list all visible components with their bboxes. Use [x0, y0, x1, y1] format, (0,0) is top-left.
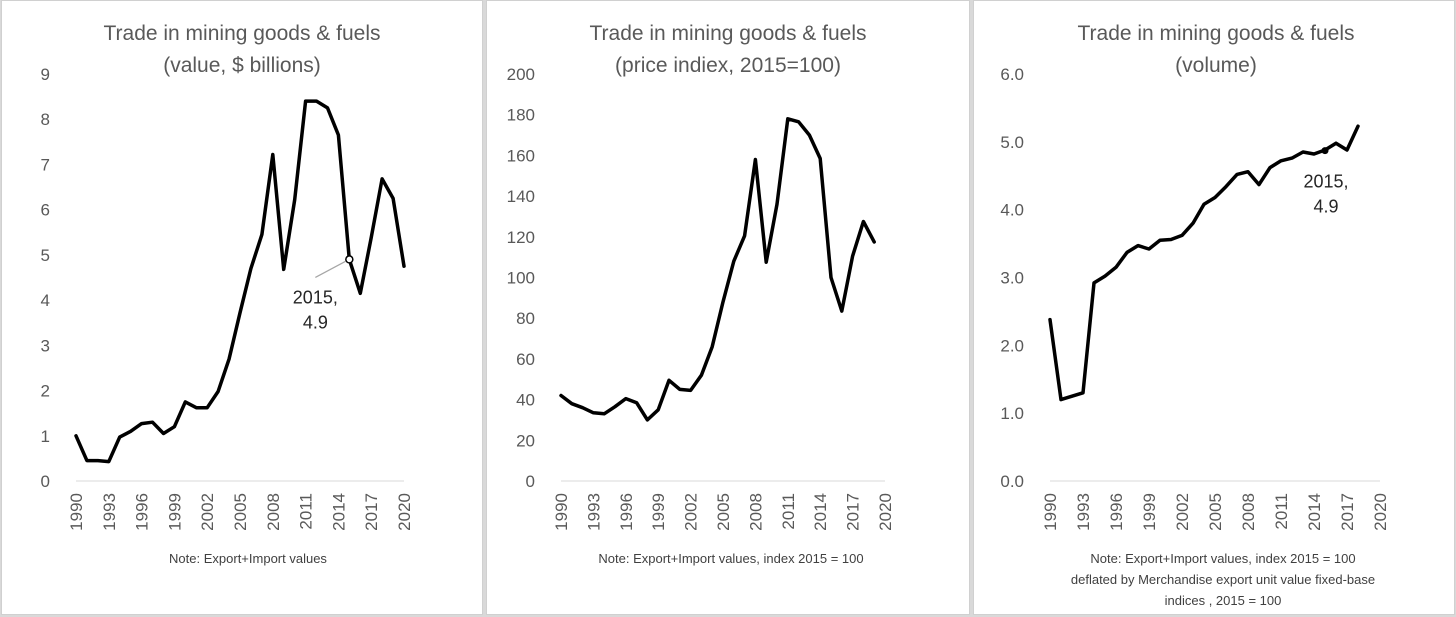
y-tick-label: 160	[507, 146, 535, 165]
annotation-label-line2: 4.9	[303, 312, 328, 332]
y-tick-label: 140	[507, 187, 535, 206]
series-line	[1048, 124, 1360, 402]
chart-price: Trade in mining goods & fuels (price indi…	[507, 22, 895, 566]
x-tick-label: 1990	[1041, 493, 1060, 531]
x-tick-label: 1996	[617, 493, 636, 531]
x-tick-label: 2002	[682, 493, 701, 531]
x-tick-label: 1990	[552, 493, 571, 531]
annotation-label-line2: 4.9	[1313, 197, 1338, 217]
y-tick-label: 60	[516, 350, 535, 369]
y-tick-label: 4.0	[1000, 201, 1024, 220]
y-tick-label: 20	[516, 431, 535, 450]
y-tick-label: 8	[41, 110, 50, 129]
x-tick-label: 2020	[1371, 493, 1390, 531]
y-tick-label: 3	[41, 336, 50, 355]
chart-note: Note: Export+Import values, index 2015 =…	[598, 551, 863, 566]
y-tick-label: 0	[526, 472, 535, 491]
x-tick-label: 2008	[1239, 493, 1258, 531]
chart-title-line: Trade in mining goods & fuels	[103, 22, 380, 45]
y-tick-label: 4	[41, 291, 50, 310]
chart-title-line: Trade in mining goods & fuels	[589, 22, 866, 45]
y-tick-label: 0	[41, 472, 50, 491]
x-tick-label: 2017	[844, 493, 863, 531]
y-tick-label: 1	[41, 427, 50, 446]
x-tick-label: 2020	[395, 493, 414, 531]
annotation-marker	[1321, 147, 1329, 155]
y-tick-label: 0.0	[1000, 472, 1024, 491]
x-tick-label: 2017	[362, 493, 381, 531]
x-tick-label: 2011	[1272, 493, 1291, 530]
chart-title-line: (price indiex, 2015=100)	[615, 54, 841, 77]
chart-title-line: Trade in mining goods & fuels	[1077, 22, 1354, 45]
y-tick-label: 7	[41, 155, 50, 174]
x-tick-label: 1999	[165, 493, 184, 531]
y-tick-label: 5.0	[1000, 133, 1024, 152]
x-tick-label: 1993	[584, 493, 603, 531]
annotation-leader-line	[315, 260, 346, 278]
x-tick-label: 2020	[876, 493, 895, 531]
annotation-label-line1: 2015,	[293, 287, 338, 307]
x-tick-label: 1993	[1074, 493, 1093, 531]
y-tick-label: 100	[507, 269, 535, 288]
y-tick-label: 6.0	[1000, 65, 1024, 84]
x-tick-label: 1999	[649, 493, 668, 531]
x-tick-label: 2011	[297, 493, 316, 530]
series-line	[559, 117, 876, 422]
chart-value: Trade in mining goods & fuels (value, $ b…	[41, 22, 414, 566]
x-tick-label: 2011	[779, 493, 798, 530]
y-tick-label: 2.0	[1000, 336, 1024, 355]
series-line	[74, 99, 406, 464]
chart-note: deflated by Merchandise export unit valu…	[1071, 572, 1375, 587]
y-tick-label: 2	[41, 382, 50, 401]
y-tick-label: 9	[41, 65, 50, 84]
y-tick-label: 5	[41, 246, 50, 265]
y-tick-label: 1.0	[1000, 404, 1024, 423]
x-tick-label: 2005	[714, 493, 733, 531]
chart-title-line: (value, $ billions)	[163, 54, 321, 77]
x-tick-label: 2002	[1173, 493, 1192, 531]
x-tick-label: 2014	[1305, 493, 1324, 531]
x-tick-label: 1990	[67, 493, 86, 531]
x-tick-label: 2014	[811, 493, 830, 531]
y-tick-label: 120	[507, 228, 535, 247]
x-tick-label: 1996	[133, 493, 152, 531]
x-tick-label: 1993	[100, 493, 119, 531]
x-tick-label: 2005	[231, 493, 250, 531]
chart-note: Note: Export+Import values, index 2015 =…	[1090, 551, 1355, 566]
y-tick-label: 40	[516, 391, 535, 410]
x-tick-label: 2008	[746, 493, 765, 531]
x-tick-label: 2014	[329, 493, 348, 531]
x-tick-label: 1999	[1140, 493, 1159, 531]
chart-panel-price: Trade in mining goods & fuels (price indi…	[486, 0, 970, 615]
y-tick-label: 80	[516, 309, 535, 328]
x-tick-label: 2002	[198, 493, 217, 531]
chart-note: indices , 2015 = 100	[1165, 593, 1282, 608]
chart-volume: Trade in mining goods & fuels (volume) 0.0…	[1000, 22, 1390, 608]
annotation-label-line1: 2015,	[1303, 172, 1348, 192]
x-tick-label: 1996	[1107, 493, 1126, 531]
chart-title-line: (volume)	[1175, 54, 1257, 77]
x-tick-label: 2017	[1338, 493, 1357, 531]
y-tick-label: 3.0	[1000, 269, 1024, 288]
x-tick-label: 2008	[264, 493, 283, 531]
chart-panel-value: Trade in mining goods & fuels (value, $ b…	[1, 0, 483, 615]
y-tick-label: 6	[41, 201, 50, 220]
y-tick-label: 200	[507, 65, 535, 84]
annotation-marker	[345, 255, 354, 264]
chart-panel-volume: Trade in mining goods & fuels (volume) 0.0…	[973, 0, 1455, 615]
y-tick-label: 180	[507, 106, 535, 125]
chart-note: Note: Export+Import values	[169, 551, 327, 566]
x-tick-label: 2005	[1206, 493, 1225, 531]
